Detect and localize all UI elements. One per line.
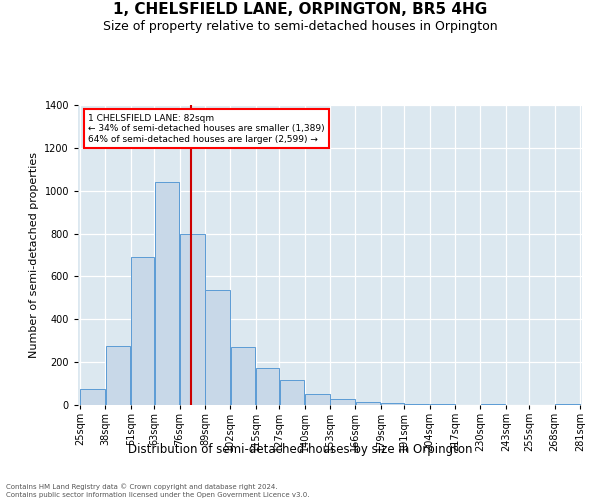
Bar [231,347,256,405]
Bar [180,234,205,405]
Bar [305,394,329,405]
Bar [481,404,505,405]
Bar [205,290,230,405]
Bar [404,404,429,405]
Bar [331,398,355,405]
Bar [80,389,105,405]
Bar [356,402,380,405]
Bar [131,257,154,405]
Text: 1, CHELSFIELD LANE, ORPINGTON, BR5 4HG: 1, CHELSFIELD LANE, ORPINGTON, BR5 4HG [113,2,487,18]
Y-axis label: Number of semi-detached properties: Number of semi-detached properties [29,152,39,358]
Bar [280,380,304,405]
Text: Distribution of semi-detached houses by size in Orpington: Distribution of semi-detached houses by … [128,442,472,456]
Text: 1 CHELSFIELD LANE: 82sqm
← 34% of semi-detached houses are smaller (1,389)
64% o: 1 CHELSFIELD LANE: 82sqm ← 34% of semi-d… [88,114,325,144]
Bar [155,182,179,405]
Bar [430,404,455,405]
Bar [256,368,279,405]
Text: Contains HM Land Registry data © Crown copyright and database right 2024.
Contai: Contains HM Land Registry data © Crown c… [6,484,310,498]
Bar [381,403,404,405]
Bar [555,404,580,405]
Text: Size of property relative to semi-detached houses in Orpington: Size of property relative to semi-detach… [103,20,497,33]
Bar [106,346,130,405]
